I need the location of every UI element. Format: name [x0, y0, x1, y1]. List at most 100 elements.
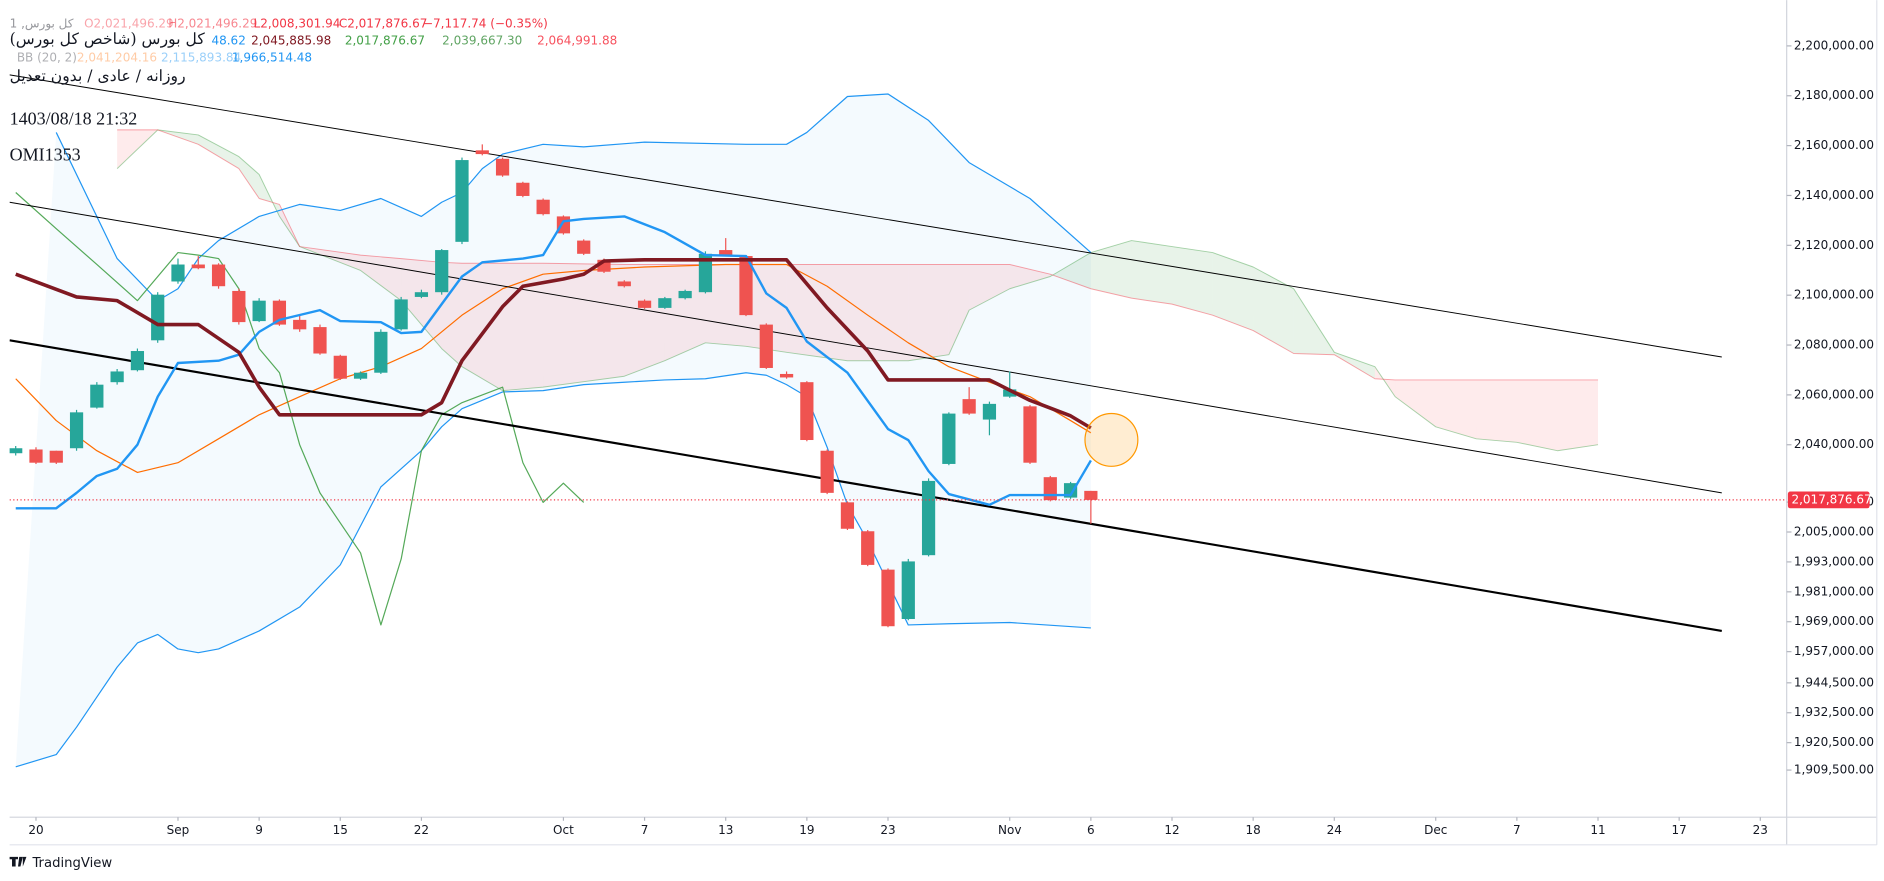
x-tick-label: 12: [1164, 823, 1179, 837]
candle-body: [211, 264, 226, 287]
cloud-segment: [948, 264, 970, 355]
candle-body: [1023, 406, 1037, 463]
candle-body: [69, 412, 84, 449]
x-tick-label: 19: [799, 823, 814, 837]
candle-body: [942, 413, 956, 464]
cloud-segment: [238, 156, 260, 199]
y-tick-label: 1,932,500.00: [1794, 705, 1874, 719]
code: OMI1353: [10, 144, 81, 164]
candle-body: [536, 199, 550, 215]
candle-body: [29, 449, 43, 463]
candle-body: [171, 264, 185, 282]
ohlc-close: C2,017,876.67: [339, 17, 428, 31]
x-tick-label: 24: [1327, 823, 1342, 837]
candle-body: [110, 371, 124, 383]
candle-body: [333, 355, 347, 379]
cloud-segment: [786, 264, 848, 361]
candle-body: [232, 290, 246, 323]
candle-body: [1084, 490, 1098, 500]
candle-body: [475, 150, 489, 155]
x-tick-label: 9: [255, 823, 263, 837]
datetime: 1403/08/18 21:32: [10, 108, 138, 128]
candle-body: [435, 250, 449, 293]
cloud-segment: [1374, 366, 1396, 397]
cloud-segment: [1050, 252, 1091, 289]
candle-body: [90, 384, 104, 408]
tenkan-value: 48.62: [211, 33, 245, 47]
kijun-value: 2,045,885.98: [251, 33, 331, 47]
span-a-value: 2,039,667.30: [442, 33, 522, 47]
y-tick-label: 2,005,000.00: [1794, 524, 1874, 538]
x-tick-label: 17: [1672, 823, 1687, 837]
cloud-segment: [1009, 264, 1051, 289]
ohlc-open: O2,021,496.29: [84, 17, 174, 31]
cloud-segment: [299, 246, 361, 271]
candle-body: [982, 403, 997, 420]
cloud-segment: [1557, 379, 1599, 451]
mode: روزانه / عادی / بدون تعدیل: [10, 67, 186, 85]
cloud-segment: [1395, 379, 1436, 427]
x-tick-label: 18: [1246, 823, 1261, 837]
x-tick-label: 23: [1753, 823, 1768, 837]
candle-body: [191, 264, 205, 269]
candle-body: [840, 502, 855, 529]
y-tick-label: 2,060,000.00: [1794, 387, 1874, 401]
y-tick-label: 1,920,500.00: [1794, 735, 1874, 749]
x-tick-label: Nov: [998, 823, 1021, 837]
x-tick-label: 6: [1087, 823, 1095, 837]
candle-body: [9, 448, 23, 454]
axes: 2,200,000.00 2,180,000.00 2,160,000.00 2,14…: [28, 38, 1874, 836]
bb-lower: [15, 372, 1091, 768]
bb-upper-value: 2,115,893.84: [161, 50, 241, 64]
candle-body: [151, 294, 165, 341]
trend-line: [9, 339, 1722, 633]
chikou-line: [15, 192, 585, 626]
cloud-segment: [1293, 288, 1335, 355]
ohlc-change: −7,117.74 (−0.35%): [423, 17, 548, 31]
candle-body: [577, 240, 591, 254]
x-tick-label: 15: [333, 823, 348, 837]
y-tick-label: 1,957,000.00: [1794, 644, 1874, 658]
candle-body: [719, 250, 733, 256]
x-tick-label: Oct: [553, 823, 574, 837]
cloud-segment: [745, 264, 787, 353]
cloud-segment: [1172, 246, 1213, 316]
candle-body: [49, 450, 63, 463]
candle-body: [698, 253, 713, 293]
cloud-segment: [969, 264, 1010, 311]
y-tick-label: 2,160,000.00: [1794, 138, 1874, 152]
y-tick-label: 2,100,000.00: [1794, 288, 1874, 302]
candle-body: [921, 480, 936, 556]
cloud-segment: [1253, 267, 1294, 354]
candle-body: [313, 327, 327, 354]
candle-body: [637, 300, 652, 308]
candle-body: [678, 290, 692, 299]
y-tick-label: 1,969,000.00: [1794, 614, 1874, 628]
candle-body: [962, 399, 976, 414]
candle-body: [617, 281, 631, 287]
last-price-label: 2,017,876.67: [1791, 492, 1871, 506]
cloud-segment: [198, 134, 239, 169]
symbol-title: کل بورس (شاخص کل بورس): [10, 30, 206, 48]
bb-name: BB (20, 2): [17, 50, 77, 64]
x-tick-label: 20: [28, 823, 43, 837]
x-tick-label: Sep: [167, 823, 190, 837]
cloud-segment: [401, 258, 442, 349]
bb-fill: [15, 94, 1091, 767]
cloud-segment: [664, 264, 706, 361]
plot-area: [9, 74, 1787, 768]
y-tick-label: 1,993,000.00: [1794, 554, 1874, 568]
x-tick-label: 11: [1590, 823, 1605, 837]
y-tick-label: 2,080,000.00: [1794, 338, 1874, 352]
y-tick-label: 1,981,000.00: [1794, 584, 1874, 598]
x-tick-label: 7: [641, 823, 649, 837]
brand-name: TradingView: [31, 856, 112, 871]
candle-body: [820, 450, 834, 493]
highlight-circle: [1084, 412, 1139, 467]
y-tick-label: 1,909,500.00: [1794, 763, 1874, 777]
candle-body: [1043, 477, 1057, 501]
cloud-segment: [847, 264, 909, 361]
y-tick-label: 2,040,000.00: [1794, 437, 1874, 451]
